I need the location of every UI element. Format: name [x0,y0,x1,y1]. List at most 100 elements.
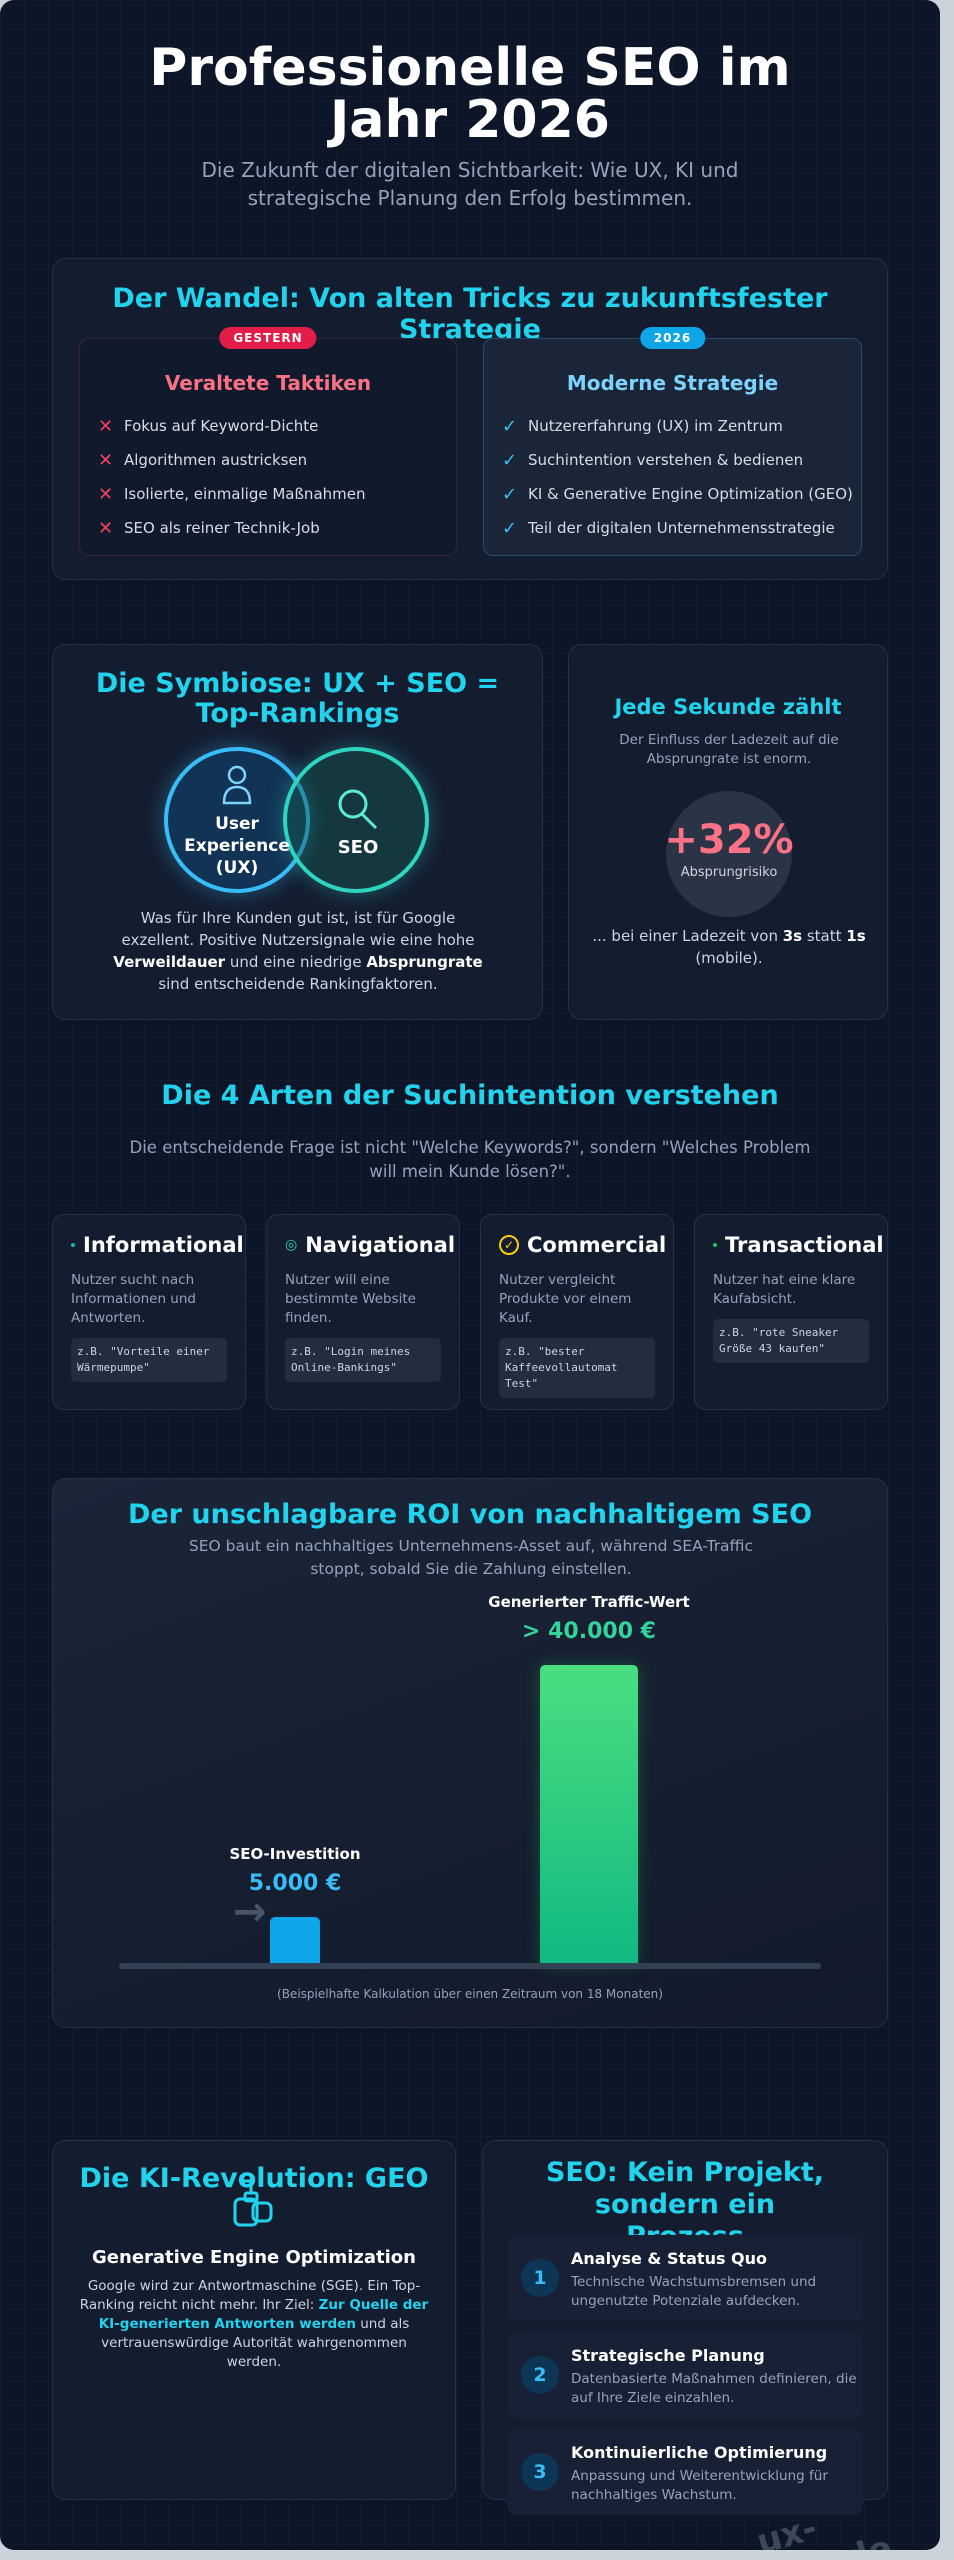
badge-gestern: GESTERN [219,327,317,349]
checkmark-icon: ✓ [502,517,518,539]
list-item: ✓ Suchintention verstehen & bedienen [484,443,861,477]
cart-dot-icon [713,1243,717,1247]
page-title: Professionelle SEO im Jahr 2026 [149,38,791,150]
ladezeit-section: Jede Sekunde zählt Der Einfluss der Lade… [568,644,888,1020]
x-mark-icon: ✕ [98,449,114,471]
list-item-label: Teil der digitalen Unternehmensstrategie [528,519,835,537]
location-pin-icon: ◎ [285,1237,298,1253]
step-desc: Anpassung und Weiterentwicklung für nach… [571,2468,828,2503]
geo-text: Google wird zur Antwortmaschine (SGE). E… [79,2278,429,2370]
checkmark-icon: ✓ [502,483,518,505]
roi-subtitle: SEO baut ein nachhaltiges Unternehmens-A… [188,1537,754,1578]
ai-robot-icon [233,2179,273,2227]
list-item-label: Isolierte, einmalige Maßnahmen [124,485,366,503]
intention-subtitle: Die entscheidende Frage ist nicht "Welch… [129,1138,811,1181]
ux-label: User Experience (UX) [184,814,290,878]
checkmark-icon: ✓ [502,449,518,471]
intent-title: Informational [83,1233,244,1257]
list-item: ✕ SEO als reiner Technik-Job [80,511,456,545]
check-circle-icon: ✓ [499,1235,519,1255]
seo-label: SEO [337,837,379,858]
process-step: 3 Kontinuierliche Optimierung Anpassung un… [507,2429,863,2515]
list-item: ✕ Fokus auf Keyword-Dichte [80,409,456,443]
step-title: Analyse & Status Quo [571,2249,768,2268]
step-number: 3 [521,2453,559,2491]
list-item-label: Algorithmen austricksen [124,451,308,469]
page-subtitle: Die Zukunft der digitalen Sichtbarkeit: … [201,158,739,210]
section-heading: Der unschlagbare ROI von nachhaltigem SE… [127,1499,813,1530]
intent-card-informational: Informational Nutzer sucht nach Informati… [52,1214,246,1410]
modern-strategy-box: 2026 Moderne Strategie ✓ Nutzererfahrung … [483,327,862,556]
roi-chart: SEO-Investition 5.000 € Generierter Traffi… [53,1479,889,2029]
intent-example: z.B. "bester Kaffeevollautomat Test" [499,1338,655,1398]
geo-section: Die KI-Revolution: GEO Generative Engine… [52,2140,456,2500]
x-mark-icon: ✕ [98,415,114,437]
intention-heading: Die 4 Arten der Suchintention verstehen [161,1080,779,1111]
search-icon [338,789,378,830]
intent-title: Transactional [725,1233,884,1257]
bar-1 [540,1665,638,1965]
seo-circle [283,747,429,893]
step-number: 1 [521,2259,559,2297]
info-dot-icon [71,1243,75,1247]
section-heading: Die Symbiose: UX + SEO = Top-Rankings [95,668,500,729]
chart-baseline [119,1963,821,1969]
arrow-right-icon: → [233,1889,267,1935]
list-item: ✕ Isolierte, einmalige Maßnahmen [80,477,456,511]
step-desc: Technische Wachstumsbremsen und ungenutz… [571,2274,817,2309]
wandel-section: Der Wandel: Von alten Tricks zu zukunfts… [52,258,888,580]
bar-value-label: > 40.000 € [522,1619,656,1644]
list-item-label: Suchintention verstehen & bedienen [528,451,804,469]
list-item: ✓ Teil der digitalen Unternehmensstrategi… [484,511,861,545]
list-item-label: SEO als reiner Technik-Job [124,519,320,537]
bar-0 [270,1917,320,1965]
roi-section: Der unschlagbare ROI von nachhaltigem SE… [52,1478,888,2028]
list-item-label: Fokus auf Keyword-Dichte [124,417,319,435]
intent-desc: Nutzer will eine bestimmte Website finde… [285,1272,416,1326]
bar-value-label: 5.000 € [248,1871,342,1896]
list-item: ✓ KI & Generative Engine Optimization (GE… [484,477,861,511]
section-heading: Der Wandel: Von alten Tricks zu zukunfts… [112,283,828,345]
badge-2026: 2026 [639,327,706,349]
stat-label: Absprungrisiko [680,865,778,880]
symbiose-section: Die Symbiose: UX + SEO = Top-Rankings Us… [52,644,543,1020]
intent-card-navigational: ◎ Navigational Nutzer will eine bestimmte … [266,1214,460,1410]
process-step: 1 Analyse & Status Quo Technische Wachstum… [507,2235,863,2321]
intent-desc: Nutzer vergleicht Produkte vor einem Kau… [499,1272,632,1326]
list-item: ✕ Algorithmen austricksen [80,443,456,477]
bounce-stat: +32% [664,817,794,863]
section-heading: Jede Sekunde zählt [614,695,842,719]
step-number: 2 [521,2356,559,2394]
process-step: 2 Strategische Planung Datenbasierte Maßna… [507,2332,863,2418]
bar-category-label: SEO-Investition [229,1845,361,1863]
ladezeit-subtitle: Der Einfluss der Ladezeit auf die Abspru… [619,732,839,767]
step-desc: Datenbasierte Maßnahmen definieren, die … [571,2371,857,2406]
section-heading: Die KI-Revolution: GEO [79,2163,429,2194]
bar-category-label: Generierter Traffic-Wert [488,1593,690,1611]
list-item-label: Nutzererfahrung (UX) im Zentrum [528,417,783,435]
intent-desc: Nutzer sucht nach Informationen und Antw… [71,1272,196,1326]
intent-example: z.B. "rote Sneaker Größe 43 kaufen" [713,1319,869,1363]
old-title: Veraltete Taktiken [164,371,372,395]
roi-note: (Beispielhafte Kalkulation über einen Ze… [277,1987,663,2001]
intent-title: Navigational [305,1233,456,1257]
list-item-label: KI & Generative Engine Optimization (GEO… [528,485,853,503]
old-tactics-box: GESTERN Veraltete Taktiken ✕ Fokus auf Ke… [79,327,457,556]
new-title: Moderne Strategie [566,371,779,395]
checkmark-icon: ✓ [502,415,518,437]
intent-card-transactional: Transactional Nutzer hat eine klare Kaufa… [694,1214,888,1410]
intent-example: z.B. "Login meines Online-Bankings" [285,1338,441,1382]
intent-card-commercial: ✓ Commercial Nutzer vergleicht Produkte vo… [480,1214,674,1410]
stat-circle [666,791,792,917]
step-title: Kontinuierliche Optimierung [571,2443,828,2462]
x-mark-icon: ✕ [98,517,114,539]
user-icon [222,765,252,805]
list-item: ✓ Nutzererfahrung (UX) im Zentrum [484,409,861,443]
prozess-section: SEO: Kein Projekt, sondern ein Prozess 1… [482,2140,888,2515]
symbiose-text: Was für Ihre Kunden gut ist, ist für Goo… [113,909,483,993]
geo-title: Generative Engine Optimization [92,2247,416,2268]
x-mark-icon: ✕ [98,483,114,505]
ladezeit-text: ... bei einer Ladezeit von 3s statt 1s (… [592,927,866,967]
intent-desc: Nutzer hat eine klare Kaufabsicht. [713,1272,856,1307]
